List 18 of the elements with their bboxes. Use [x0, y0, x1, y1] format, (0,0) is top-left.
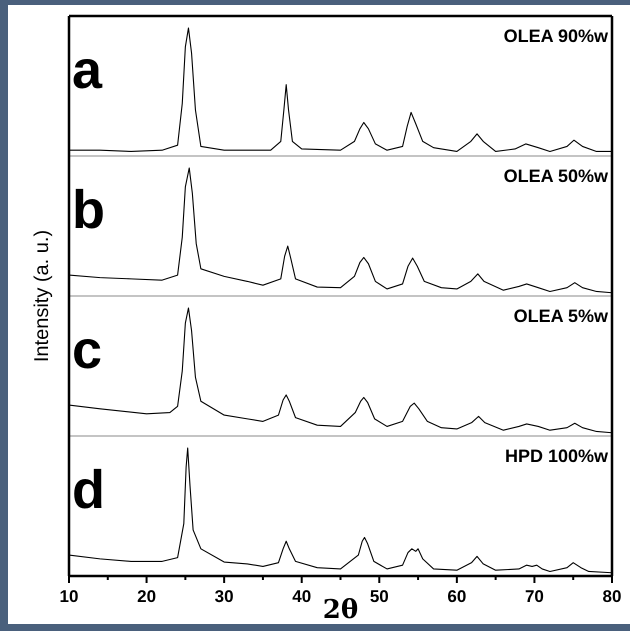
- chart-title: c: [72, 320, 102, 380]
- y-axis-title: Intensity (a. u.): [31, 230, 53, 362]
- annotation: OLEA 50%w: [504, 166, 609, 186]
- chart-title: d: [72, 460, 105, 520]
- chart-title: a: [72, 40, 103, 100]
- annotation: OLEA 90%w: [504, 26, 609, 46]
- annotation: OLEA 5%w: [514, 306, 609, 326]
- chart-title: b: [72, 180, 105, 240]
- x-tick-label: 10: [60, 587, 78, 606]
- x-tick-label: 30: [214, 587, 234, 606]
- x-tick-label: 60: [447, 587, 466, 606]
- x-axis-title: 2θ: [322, 595, 358, 625]
- x-tick-label: 70: [524, 587, 544, 606]
- annotation: HPD 100%w: [504, 446, 609, 466]
- x-tick-label: 20: [137, 587, 156, 606]
- x-tick-label: 50: [370, 587, 389, 606]
- x-tick-label: 40: [292, 587, 312, 606]
- x-tick-label: 80: [602, 587, 622, 606]
